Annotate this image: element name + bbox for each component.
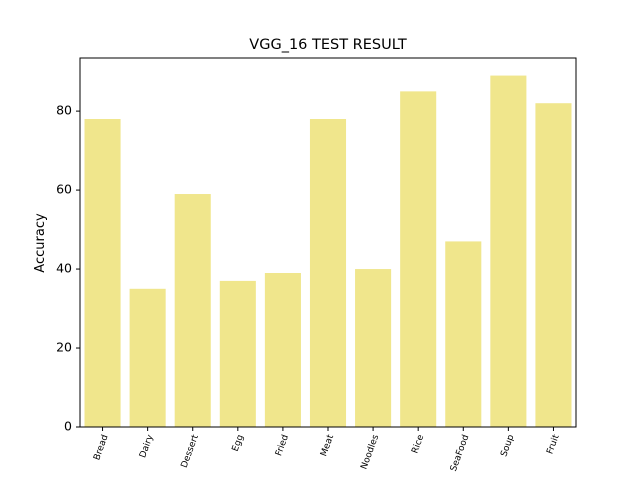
- bar-egg: [219, 280, 256, 427]
- x-tick-label: Rice: [410, 433, 426, 455]
- x-tick-label: Egg: [231, 433, 246, 453]
- bars-group: [84, 75, 572, 428]
- y-tick-label: 0: [64, 419, 72, 434]
- x-tick-label: Bread: [92, 433, 110, 461]
- x-tick-label: Meat: [319, 433, 336, 458]
- x-tick-label: Noodles: [359, 433, 381, 471]
- y-tick-label: 80: [56, 103, 72, 118]
- x-ticks-group: Bread Dairy Dessert Egg Fried Meat Noodles Rice…: [92, 427, 562, 473]
- bar-dessert: [174, 194, 211, 427]
- y-ticks-group: 0 20 40 60 80: [56, 103, 80, 434]
- bar-fruit: [535, 103, 572, 427]
- bar-bread: [84, 119, 121, 428]
- bar-noodles: [355, 269, 392, 427]
- x-tick-label: SeaFood: [449, 433, 472, 472]
- chart-title: VGG_16 TEST RESULT: [249, 37, 407, 53]
- bar-rice: [400, 91, 437, 428]
- bar-dairy: [129, 288, 166, 427]
- x-tick-label: Soup: [499, 433, 516, 458]
- plot-frame: [79, 57, 577, 428]
- bar-soup: [490, 75, 527, 428]
- bar-meat: [309, 119, 347, 428]
- y-axis-label: Accuracy: [33, 213, 48, 273]
- x-tick-label: Fried: [274, 433, 291, 457]
- x-tick-label: Fruit: [545, 433, 561, 456]
- y-tick-label: 40: [56, 261, 72, 276]
- bar-fried: [264, 273, 301, 427]
- x-tick-label: Dairy: [138, 433, 156, 460]
- y-tick-label: 20: [56, 340, 72, 355]
- x-tick-label: Dessert: [180, 433, 201, 469]
- bar-seafood: [445, 241, 482, 427]
- y-tick-label: 60: [56, 182, 72, 197]
